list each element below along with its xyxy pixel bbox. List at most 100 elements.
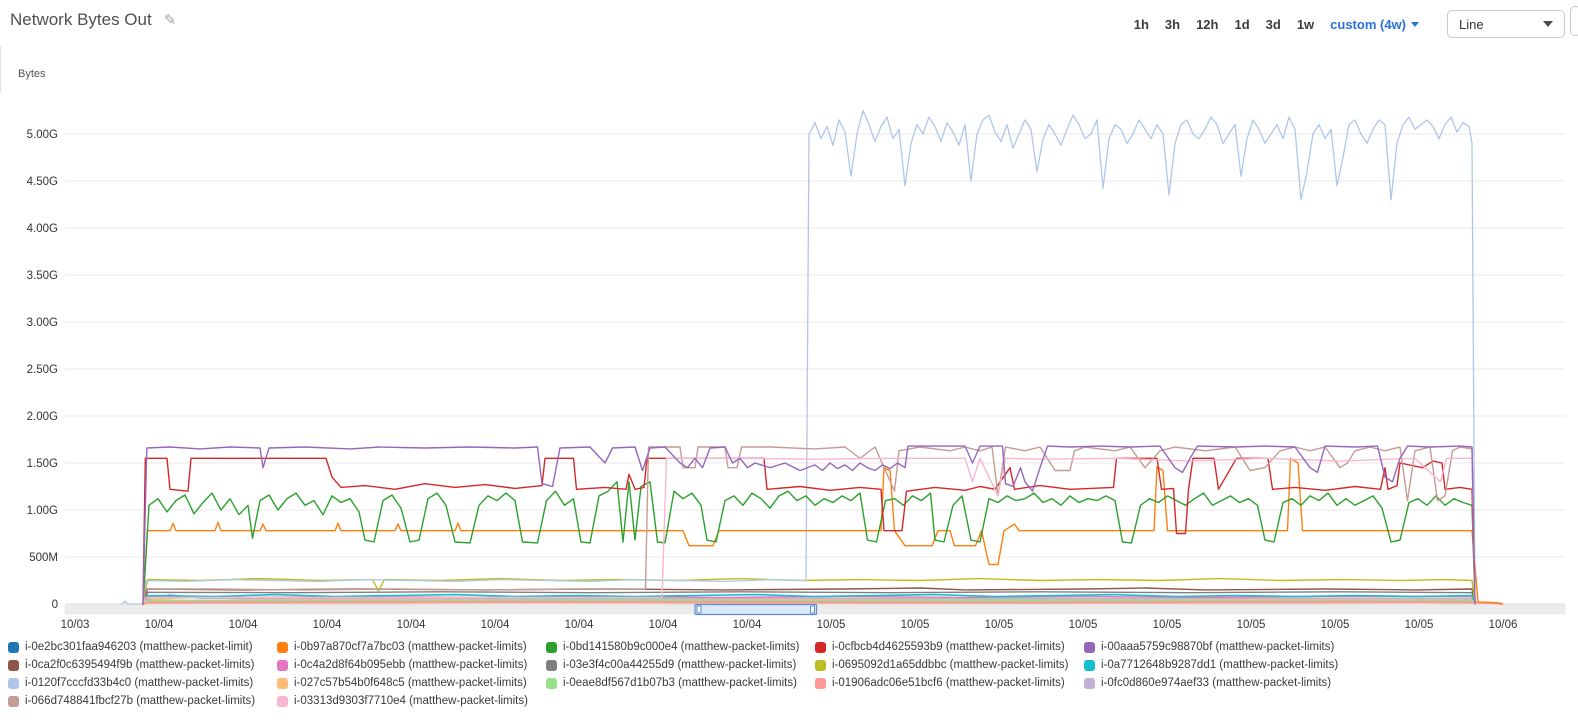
legend-item[interactable]: i-0b97a870cf7a7bc03 (matthew-packet-limi… — [277, 641, 546, 653]
legend-label: i-066d748841fbcf27b (matthew-packet-limi… — [25, 695, 256, 707]
chart-plot-area[interactable]: 0 500M 1.00G 1.50G 2.00G 2.50G 3.00G 3.50G 4.00G… — [0, 0, 1578, 634]
legend-item[interactable]: i-0a7712648b9287dd1 (matthew-packet-limi… — [1084, 659, 1353, 671]
legend: i-0e2bc301faa946203 (matthew-packet-limi… — [8, 638, 1353, 710]
y-tick-label: 3.50G — [27, 270, 58, 282]
x-tick-label: 10/05 — [1321, 619, 1350, 631]
edit-pencil-icon[interactable]: ✎ — [163, 12, 177, 29]
x-tick-label: 10/05 — [1069, 619, 1098, 631]
legend-label: i-0cfbcb4d4625593b9 (matthew-packet-limi… — [832, 641, 1065, 653]
series-line-12 — [141, 599, 1477, 606]
y-tick-label: 500M — [29, 552, 58, 564]
legend-label: i-03e3f4c00a44255d9 (matthew-packet-limi… — [563, 659, 797, 671]
legend-label: i-0a7712648b9287dd1 (matthew-packet-limi… — [1101, 659, 1339, 671]
legend-label: i-00aaa5759c98870bf (matthew-packet-limi… — [1101, 641, 1335, 653]
series-line-15 — [142, 446, 1476, 605]
legend-swatch — [8, 677, 19, 689]
x-tick-label: 10/04 — [649, 619, 678, 631]
legend-swatch — [1084, 677, 1095, 689]
adjacent-control-edge[interactable] — [1570, 6, 1578, 36]
legend-item[interactable]: i-03e3f4c00a44255d9 (matthew-packet-limi… — [546, 659, 815, 671]
y-tick-label: 3.00G — [27, 317, 58, 329]
title-bar: Network Bytes Out ✎ — [10, 10, 176, 30]
range-button-1w[interactable]: 1w — [1296, 16, 1315, 32]
legend-swatch — [8, 641, 19, 653]
legend-item[interactable]: i-03313d9303f7710e4 (matthew-packet-limi… — [277, 695, 546, 707]
range-button-1d[interactable]: 1d — [1234, 16, 1250, 32]
legend-item[interactable]: i-0c4a2d8f64b095ebb (matthew-packet-limi… — [277, 659, 546, 671]
legend-label: i-0695092d1a65ddbbc (matthew-packet-limi… — [832, 659, 1069, 671]
page-title: Network Bytes Out — [10, 10, 152, 29]
scrollbar-handle-left[interactable] — [696, 605, 702, 614]
x-tick-label: 10/04 — [733, 619, 762, 631]
chart-type-select[interactable]: Line — [1447, 10, 1565, 38]
legend-item[interactable]: i-066d748841fbcf27b (matthew-packet-limi… — [8, 695, 277, 707]
series-line-11 — [142, 596, 1476, 605]
time-scrollbar-thumb[interactable] — [694, 603, 818, 616]
legend-swatch — [815, 677, 826, 689]
legend-label: i-0c4a2d8f64b095ebb (matthew-packet-limi… — [294, 659, 528, 671]
legend-item[interactable]: i-0fc0d860e974aef33 (matthew-packet-limi… — [1084, 677, 1353, 689]
legend-swatch — [546, 641, 557, 653]
select-caret-icon — [1543, 21, 1553, 27]
series-line-3 — [142, 457, 1476, 605]
x-tick-label: 10/05 — [1405, 619, 1434, 631]
legend-swatch — [277, 695, 288, 707]
range-button-3d[interactable]: 3d — [1265, 16, 1281, 32]
legend-swatch — [277, 677, 288, 689]
y-tick-label: 2.50G — [27, 364, 58, 376]
series-line-9 — [142, 593, 1476, 605]
legend-item[interactable]: i-0cfbcb4d4625593b9 (matthew-packet-limi… — [815, 641, 1084, 653]
legend-item[interactable]: i-00aaa5759c98870bf (matthew-packet-limi… — [1084, 641, 1353, 653]
legend-swatch — [815, 659, 826, 671]
x-tick-label: 10/04 — [565, 619, 594, 631]
range-buttons: 1h 3h 12h 1d 3d 1w — [1118, 17, 1314, 32]
legend-swatch — [1084, 641, 1095, 653]
legend-item[interactable]: i-0eae8df567d1b07b3 (matthew-packet-limi… — [546, 677, 815, 689]
x-tick-label: 10/05 — [985, 619, 1014, 631]
legend-label: i-0bd141580b9c000e4 (matthew-packet-limi… — [563, 641, 800, 653]
y-axis-title: Bytes — [18, 68, 46, 80]
legend-item[interactable]: i-0120f7cccfd33b4c0 (matthew-packet-limi… — [8, 677, 277, 689]
panel-left-border — [0, 46, 1, 92]
legend-item[interactable]: i-0695092d1a65ddbbc (matthew-packet-limi… — [815, 659, 1084, 671]
legend-item[interactable]: i-0e2bc301faa946203 (matthew-packet-limi… — [8, 641, 277, 653]
scrollbar-handle-right[interactable] — [810, 605, 815, 614]
legend-swatch — [546, 677, 557, 689]
x-tick-label: 10/05 — [1153, 619, 1182, 631]
legend-swatch — [277, 641, 288, 653]
x-tick-label: 10/04 — [145, 619, 174, 631]
legend-swatch — [1084, 659, 1095, 671]
legend-label: i-0b97a870cf7a7bc03 (matthew-packet-limi… — [294, 641, 527, 653]
legend-label: i-027c57b54b0f648c5 (matthew-packet-limi… — [294, 677, 527, 689]
x-tick-label: 10/04 — [397, 619, 426, 631]
legend-item[interactable]: i-01906adc06e51bcf6 (matthew-packet-limi… — [815, 677, 1084, 689]
legend-item[interactable]: i-0bd141580b9c000e4 (matthew-packet-limi… — [546, 641, 815, 653]
range-button-3h[interactable]: 3h — [1164, 16, 1181, 32]
legend-swatch — [8, 659, 19, 671]
legend-label: i-0ca2f0c6395494f9b (matthew-packet-limi… — [25, 659, 255, 671]
series-line-10 — [121, 109, 1476, 605]
legend-label: i-0120f7cccfd33b4c0 (matthew-packet-limi… — [25, 677, 254, 689]
range-button-1h[interactable]: 1h — [1133, 16, 1149, 32]
series-line-2 — [142, 481, 1476, 605]
legend-swatch — [277, 659, 288, 671]
y-tick-label: 5.00G — [27, 129, 58, 141]
series-line-16 — [142, 457, 1476, 605]
x-tick-label: 10/06 — [1489, 619, 1518, 631]
y-tick-label: 0 — [52, 599, 58, 611]
legend-label: i-03313d9303f7710e4 (matthew-packet-limi… — [294, 695, 528, 707]
chevron-down-icon — [1411, 21, 1419, 27]
custom-range-button[interactable]: custom (4w) — [1330, 17, 1419, 32]
legend-swatch — [815, 641, 826, 653]
chart-type-value: Line — [1459, 16, 1484, 32]
legend-label: i-0e2bc301faa946203 (matthew-packet-limi… — [25, 641, 253, 653]
x-tick-label: 10/04 — [229, 619, 258, 631]
x-tick-label: 10/05 — [817, 619, 846, 631]
range-button-12h[interactable]: 12h — [1196, 16, 1219, 32]
legend-item[interactable]: i-0ca2f0c6395494f9b (matthew-packet-limi… — [8, 659, 277, 671]
time-range-controls: 1h 3h 12h 1d 3d 1w custom (4w) Line — [1118, 10, 1565, 38]
series-line-7 — [142, 591, 1476, 605]
y-tick-label: 4.00G — [27, 223, 58, 235]
legend-item[interactable]: i-027c57b54b0f648c5 (matthew-packet-limi… — [277, 677, 546, 689]
